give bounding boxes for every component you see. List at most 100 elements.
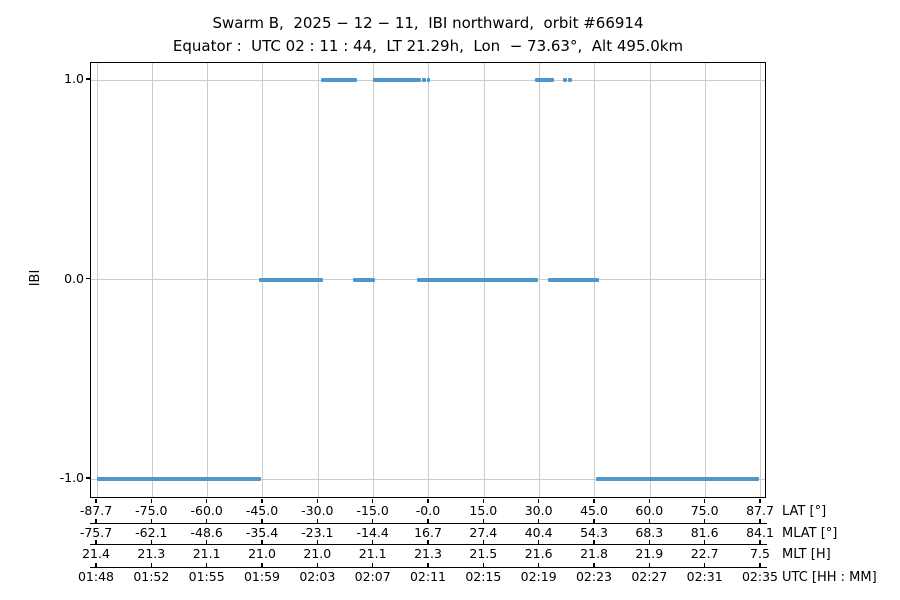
x-tick-label: -60.0 — [190, 503, 223, 518]
x-tick-mark — [427, 499, 429, 503]
x-tick-label: 21.9 — [635, 545, 664, 561]
vertical-gridline — [539, 63, 541, 497]
x-tick-label: 60.0 — [635, 503, 664, 518]
x-tick-mark — [648, 562, 650, 567]
horizontal-gridline — [91, 478, 765, 480]
x-tick-mark — [648, 518, 650, 523]
x-tick-mark — [372, 562, 374, 567]
x-tick-label: -75.0 — [135, 503, 168, 518]
x-tick-label: 75.0 — [690, 503, 719, 518]
ibi-segment — [321, 78, 358, 82]
x-tick-label: 01:55 — [188, 569, 225, 584]
x-tick-label: -48.6 — [190, 524, 223, 540]
x-tick-label: 01:59 — [243, 569, 280, 584]
x-tick-mark — [427, 539, 429, 544]
x-tick-label: 54.3 — [580, 524, 608, 540]
x-tick-mark — [482, 499, 484, 503]
x-tick-mark — [95, 539, 97, 544]
ibi-segment — [97, 477, 261, 481]
x-tick-mark — [206, 539, 208, 544]
x-tick-label: -62.1 — [135, 524, 168, 540]
x-tick-label: -35.4 — [245, 524, 279, 540]
vertical-gridline — [96, 63, 98, 497]
x-axis-name: MLAT [°] — [782, 525, 838, 541]
x-tick-label: 21.1 — [358, 545, 387, 561]
x-tick-mark — [482, 562, 484, 567]
chart-subtitle: Equator : UTC 02 : 11 : 44, LT 21.29h, L… — [172, 37, 684, 55]
x-tick-label: 02:27 — [631, 569, 668, 584]
x-axis-name: LAT [°] — [782, 504, 827, 519]
x-tick-label: 81.6 — [690, 524, 719, 540]
x-tick-label: 21.0 — [303, 545, 332, 561]
x-tick-label: 21.5 — [469, 545, 498, 561]
x-tick-mark — [538, 499, 540, 503]
x-tick-mark — [150, 499, 152, 503]
x-tick-label: 02:15 — [465, 569, 502, 584]
x-tick-mark — [261, 518, 263, 523]
x-tick-label: -0.0 — [415, 503, 441, 518]
x-axis-line — [90, 566, 767, 568]
x-tick-mark — [372, 518, 374, 523]
x-tick-label: 21.3 — [414, 545, 442, 561]
x-tick-mark — [704, 562, 706, 567]
x-tick-label: 22.7 — [690, 545, 719, 561]
x-tick-mark — [427, 518, 429, 523]
x-tick-mark — [759, 539, 761, 544]
x-tick-mark — [316, 499, 318, 503]
ibi-segment — [563, 78, 568, 82]
x-tick-label: 27.4 — [469, 524, 498, 540]
x-tick-label: 30.0 — [524, 503, 553, 518]
x-tick-mark — [372, 499, 374, 503]
y-tick-label: 1.0 — [64, 71, 84, 86]
x-tick-label: 84.1 — [746, 524, 774, 540]
x-tick-mark — [95, 562, 97, 567]
ibi-segment — [416, 277, 538, 282]
x-tick-label: -30.0 — [301, 503, 334, 518]
x-tick-mark — [593, 518, 595, 523]
x-axis-line — [90, 522, 767, 524]
ibi-segment — [568, 78, 573, 82]
x-tick-label: -15.0 — [356, 503, 389, 518]
x-tick-label: 15.0 — [469, 503, 498, 518]
x-tick-label: 21.4 — [82, 545, 110, 561]
y-tick-mark — [86, 277, 90, 280]
x-tick-mark — [372, 539, 374, 544]
x-tick-label: 01:48 — [77, 569, 115, 584]
x-tick-label: -45.0 — [245, 503, 279, 518]
x-tick-mark — [150, 562, 152, 567]
x-tick-mark — [538, 562, 540, 567]
x-tick-label: 01:52 — [133, 569, 170, 584]
x-tick-mark — [538, 518, 540, 523]
x-axis-line — [90, 543, 767, 545]
vertical-gridline — [760, 63, 762, 497]
x-tick-label: -14.4 — [356, 524, 389, 540]
x-tick-mark — [482, 539, 484, 544]
x-tick-label: 21.3 — [137, 545, 166, 561]
x-tick-label: 02:03 — [299, 569, 336, 584]
y-tick-label: -1.0 — [59, 470, 84, 485]
ibi-segment — [373, 78, 422, 82]
x-tick-mark — [704, 518, 706, 523]
y-tick-mark — [86, 78, 90, 80]
chart-title: Swarm B, 2025 − 12 − 11, IBI northward, … — [212, 14, 644, 32]
ibi-segment — [596, 477, 760, 481]
x-tick-label: 02:19 — [520, 569, 557, 584]
ibi-segment — [353, 277, 375, 282]
x-tick-mark — [261, 562, 263, 567]
x-tick-label: 02:23 — [575, 569, 612, 584]
ibi-segment — [422, 78, 426, 82]
x-tick-mark — [206, 562, 208, 567]
x-tick-mark — [648, 499, 650, 503]
x-tick-label: 02:35 — [741, 569, 778, 584]
x-tick-mark — [206, 518, 208, 523]
x-tick-mark — [150, 518, 152, 523]
vertical-gridline — [649, 63, 651, 497]
x-tick-mark — [261, 539, 263, 544]
x-tick-label: 21.6 — [524, 545, 553, 561]
ibi-segment — [259, 277, 323, 282]
x-tick-mark — [704, 539, 706, 544]
x-tick-label: 21.8 — [580, 545, 608, 561]
x-tick-mark — [261, 499, 263, 503]
x-tick-label: -87.7 — [79, 503, 113, 518]
